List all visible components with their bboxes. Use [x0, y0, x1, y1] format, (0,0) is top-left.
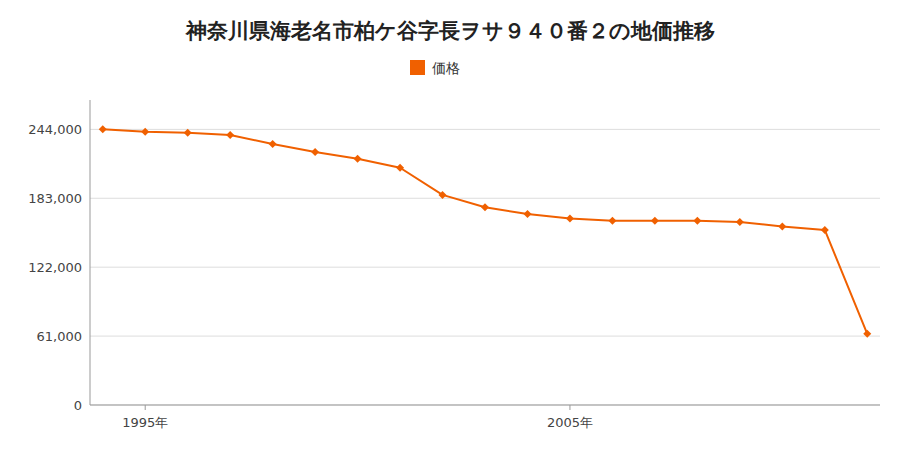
y-tick-label: 122,000: [28, 260, 82, 275]
y-tick-label: 183,000: [28, 191, 82, 206]
marker: [99, 125, 107, 133]
marker: [736, 218, 744, 226]
y-axis: 0 61,000 122,000 183,000 244,000: [28, 100, 880, 413]
y-tick-label: 244,000: [28, 122, 82, 137]
marker: [821, 226, 829, 234]
marker: [269, 140, 277, 148]
marker: [141, 128, 149, 136]
marker: [778, 223, 786, 231]
grid-line: [90, 405, 880, 406]
grid-line: [90, 129, 880, 130]
marker: [396, 164, 404, 172]
y-tick-label: 61,000: [37, 329, 83, 344]
x-tick-label: 2005年: [547, 415, 593, 430]
legend-label: 価格: [432, 60, 460, 76]
x-tick: [145, 405, 146, 410]
marker: [481, 203, 489, 211]
line: [103, 129, 868, 333]
grid-line: [90, 336, 880, 337]
marker: [311, 148, 319, 156]
x-axis: 1995年 2005年: [90, 405, 880, 430]
y-axis-line: [90, 100, 91, 405]
x-axis-line: [90, 405, 880, 406]
marker: [523, 210, 531, 218]
legend-swatch: [410, 60, 425, 75]
legend: 価格: [410, 60, 460, 76]
marker: [354, 155, 362, 163]
title: 神奈川県海老名市柏ケ谷字長ヲサ９４０番２の地価推移: [185, 19, 715, 43]
x-tick: [569, 405, 570, 410]
chart: 神奈川県海老名市柏ケ谷字長ヲサ９４０番２の地価推移価格 0 61,000 122,00…: [0, 0, 900, 450]
grid-line: [90, 267, 880, 268]
marker: [184, 129, 192, 137]
y-tick-label: 0: [74, 398, 82, 413]
x-tick-label: 1995年: [122, 415, 168, 430]
marker: [226, 131, 234, 139]
plot-area: [99, 125, 872, 337]
marker: [693, 217, 701, 225]
marker: [439, 191, 447, 199]
grid-line: [90, 198, 880, 199]
marker: [863, 330, 871, 338]
marker: [566, 215, 574, 223]
marker: [651, 217, 659, 225]
marker: [608, 217, 616, 225]
